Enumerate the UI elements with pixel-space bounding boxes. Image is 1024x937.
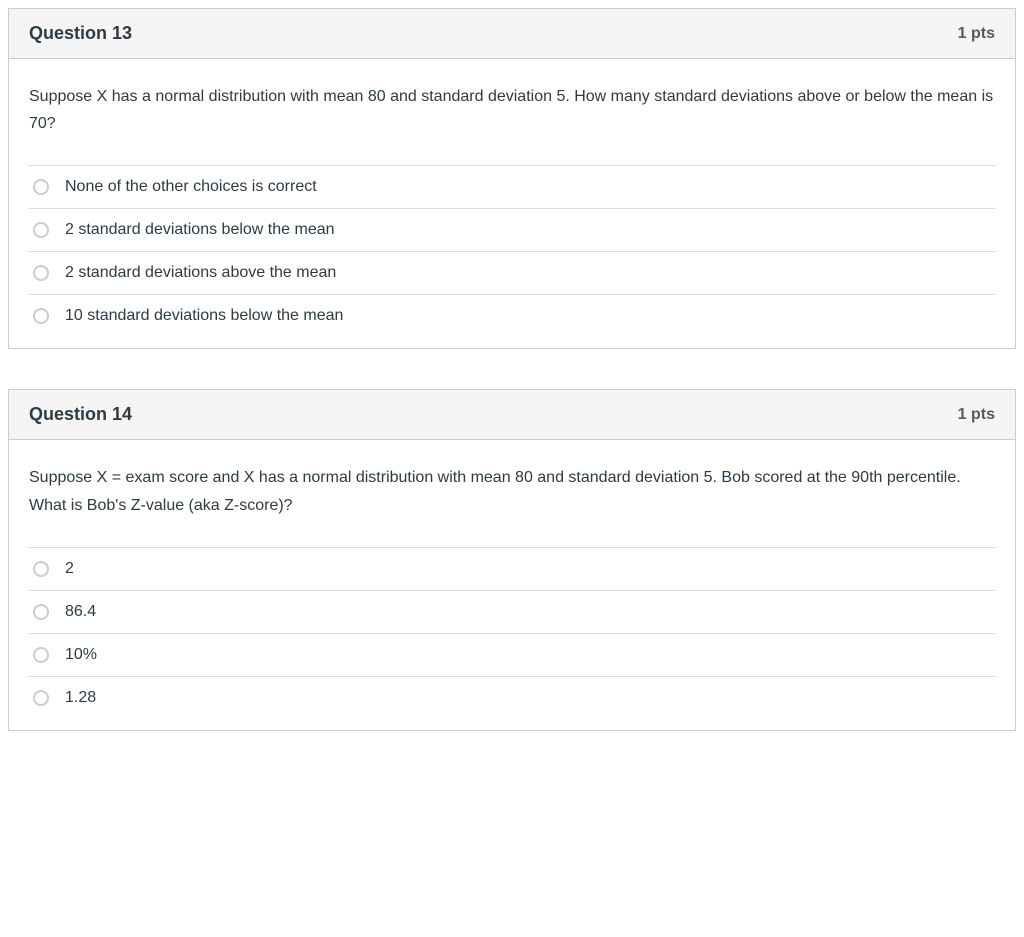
answer-label: 10 standard deviations below the mean [65, 307, 343, 325]
question-title: Question 13 [29, 23, 132, 44]
answer-list: 2 86.4 10% 1.28 [29, 547, 995, 720]
radio-icon[interactable] [33, 265, 49, 281]
answer-label: 10% [65, 646, 97, 664]
radio-icon[interactable] [33, 604, 49, 620]
question-text: Suppose X = exam score and X has a norma… [29, 464, 995, 518]
question-block: Question 14 1 pts Suppose X = exam score… [8, 389, 1016, 730]
answer-option[interactable]: 10 standard deviations below the mean [29, 294, 995, 338]
answer-label: 2 standard deviations above the mean [65, 264, 336, 282]
answer-option[interactable]: 86.4 [29, 590, 995, 633]
answer-label: 1.28 [65, 689, 96, 707]
question-points: 1 pts [958, 25, 995, 43]
question-title: Question 14 [29, 404, 132, 425]
answer-label: 2 standard deviations below the mean [65, 221, 335, 239]
answer-label: 2 [65, 560, 74, 578]
question-block: Question 13 1 pts Suppose X has a normal… [8, 8, 1016, 349]
answer-option[interactable]: 2 [29, 547, 995, 590]
answer-option[interactable]: None of the other choices is correct [29, 165, 995, 208]
radio-icon[interactable] [33, 179, 49, 195]
answer-option[interactable]: 2 standard deviations below the mean [29, 208, 995, 251]
answer-option[interactable]: 10% [29, 633, 995, 676]
answer-option[interactable]: 1.28 [29, 676, 995, 720]
answer-label: None of the other choices is correct [65, 178, 317, 196]
question-text: Suppose X has a normal distribution with… [29, 83, 995, 137]
question-body: Suppose X = exam score and X has a norma… [9, 440, 1015, 729]
radio-icon[interactable] [33, 308, 49, 324]
answer-label: 86.4 [65, 603, 96, 621]
radio-icon[interactable] [33, 647, 49, 663]
answer-option[interactable]: 2 standard deviations above the mean [29, 251, 995, 294]
answer-list: None of the other choices is correct 2 s… [29, 165, 995, 338]
question-body: Suppose X has a normal distribution with… [9, 59, 1015, 348]
radio-icon[interactable] [33, 690, 49, 706]
question-header: Question 13 1 pts [9, 9, 1015, 59]
question-points: 1 pts [958, 406, 995, 424]
question-header: Question 14 1 pts [9, 390, 1015, 440]
radio-icon[interactable] [33, 561, 49, 577]
radio-icon[interactable] [33, 222, 49, 238]
